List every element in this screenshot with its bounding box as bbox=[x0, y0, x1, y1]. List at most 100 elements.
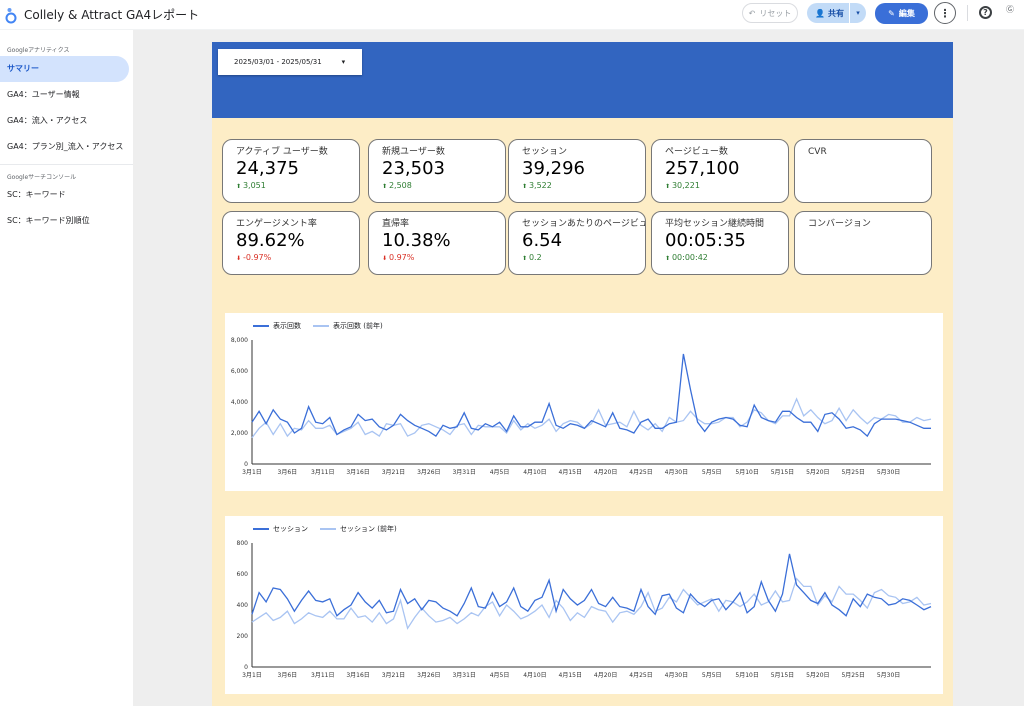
x-tick-label: 5月10日 bbox=[735, 672, 758, 679]
y-tick-label: 200 bbox=[237, 633, 249, 640]
date-range-control[interactable]: 2025/03/01 - 2025/05/31 ▾ bbox=[218, 49, 362, 75]
kpi-value: 89.62% bbox=[236, 230, 305, 251]
edit-button[interactable]: ✎ 編集 bbox=[875, 3, 928, 24]
arrow-up-icon: ⬆ bbox=[522, 255, 529, 262]
sidebar-item-summary[interactable]: サマリー bbox=[0, 56, 129, 82]
x-tick-label: 5月25日 bbox=[841, 672, 864, 679]
kpi-card[interactable]: セッションあたりのページビュー数6.54⬆ 0.2 bbox=[508, 211, 646, 275]
series-line-current[interactable] bbox=[251, 553, 932, 617]
kpi-card[interactable]: エンゲージメント率 89.62% ⬇ -0.97% bbox=[222, 211, 360, 275]
x-tick-label: 3月16日 bbox=[346, 469, 369, 476]
kpi-value: 257,100 bbox=[665, 158, 740, 179]
x-tick-label: 5月15日 bbox=[771, 672, 794, 679]
kpi-delta-value: 312 bbox=[815, 274, 830, 275]
kpi-value: 39,296 bbox=[522, 158, 585, 179]
sidebar-item-keywords[interactable]: SC：キーワード bbox=[7, 190, 66, 199]
report-page: 2025/03/01 - 2025/05/31 ▾ アクティブ ユーザー数 24,… bbox=[212, 42, 953, 706]
y-tick-label: 600 bbox=[237, 571, 249, 578]
x-tick-label: 4月20日 bbox=[594, 672, 617, 679]
kpi-label: ページビュー数 bbox=[665, 147, 728, 157]
kpi-card[interactable]: 新規ユーザー数 23,503 ⬆ 2,508 bbox=[368, 139, 506, 203]
sidebar-item-keyword-rank[interactable]: SC：キーワード別順位 bbox=[7, 216, 90, 225]
x-tick-label: 4月5日 bbox=[490, 672, 510, 679]
y-tick-label: 0 bbox=[244, 461, 248, 468]
legend-item[interactable]: 表示回数 bbox=[253, 321, 301, 331]
sidebar-item-user-info[interactable]: GA4：ユーザー情報 bbox=[7, 90, 80, 99]
kpi-card[interactable]: コンバージョン ⬆ 312 bbox=[794, 211, 932, 275]
kpi-value: 24,375 bbox=[236, 158, 299, 179]
y-tick-label: 2,000 bbox=[231, 430, 248, 437]
arrow-up-icon: ⬆ bbox=[665, 255, 672, 262]
kpi-value: 23,503 bbox=[382, 158, 445, 179]
kpi-label: 平均セッション継続時間 bbox=[665, 219, 765, 229]
arrow-up-icon: ⬆ bbox=[382, 183, 389, 190]
profile-icon[interactable]: Ⓖ bbox=[1006, 5, 1014, 14]
kpi-card[interactable]: CVR ⬆ 0.68% bbox=[794, 139, 932, 203]
looker-studio-logo-icon bbox=[5, 8, 17, 24]
x-tick-label: 4月30日 bbox=[665, 672, 688, 679]
reset-button-label: リセット bbox=[759, 8, 792, 18]
y-tick-label: 800 bbox=[237, 540, 249, 547]
series-line-current[interactable] bbox=[251, 353, 931, 438]
x-tick-label: 3月6日 bbox=[278, 672, 298, 679]
x-tick-label: 5月5日 bbox=[702, 469, 722, 476]
x-tick-label: 3月16日 bbox=[346, 672, 369, 679]
x-tick-label: 3月11日 bbox=[311, 672, 334, 679]
arrow-down-icon: ⬇ bbox=[236, 255, 243, 262]
kpi-value: 6.54 bbox=[522, 230, 563, 251]
sidebar: Googleアナリティクス サマリー GA4：ユーザー情報 GA4：流入・アクセ… bbox=[0, 30, 133, 706]
header-band: 2025/03/01 - 2025/05/31 ▾ bbox=[212, 42, 953, 118]
x-tick-label: 3月26日 bbox=[417, 469, 440, 476]
kpi-label: アクティブ ユーザー数 bbox=[236, 147, 328, 157]
legend-item[interactable]: 表示回数 (前年) bbox=[313, 321, 383, 331]
x-tick-label: 5月30日 bbox=[877, 469, 900, 476]
x-tick-label: 5月20日 bbox=[806, 672, 829, 679]
x-tick-label: 4月10日 bbox=[523, 672, 546, 679]
share-dropdown-chevron-icon[interactable]: ▾ bbox=[856, 9, 860, 17]
report-title[interactable]: Collely & Attract GA4レポート bbox=[24, 8, 200, 22]
kpi-delta: ⬆ 312 bbox=[808, 273, 931, 275]
x-tick-label: 4月15日 bbox=[559, 469, 582, 476]
x-tick-label: 3月1日 bbox=[242, 469, 262, 476]
kpi-delta: ⬆ 0.68% bbox=[808, 201, 931, 202]
kpi-card[interactable]: 平均セッション継続時間 00:05:35 ⬆ 00:00:42 bbox=[651, 211, 789, 275]
x-tick-label: 5月15日 bbox=[771, 469, 794, 476]
x-tick-label: 3月11日 bbox=[311, 469, 334, 476]
help-icon[interactable]: ? bbox=[979, 6, 992, 19]
series-line-previous[interactable] bbox=[251, 577, 932, 630]
sidebar-item-plan-traffic[interactable]: GA4：プラン別_流入・アクセス bbox=[7, 142, 124, 151]
sessions-chart[interactable]: セッション セッション (前年) 0 200 400 600 800 3月1日 3月6日 3月… bbox=[225, 516, 943, 694]
series-line-previous[interactable] bbox=[251, 397, 932, 439]
kpi-value: 10.38% bbox=[382, 230, 451, 251]
reset-button[interactable]: ↶ リセット bbox=[742, 3, 798, 23]
x-tick-label: 5月5日 bbox=[702, 672, 722, 679]
kpi-delta-value: -0.97% bbox=[242, 253, 272, 262]
more-options-icon[interactable]: ⋮ bbox=[934, 2, 956, 24]
kpi-card[interactable]: セッション 39,296 ⬆ 3,522 bbox=[508, 139, 646, 203]
kpi-delta-value: 30,221 bbox=[671, 181, 700, 190]
kpi-delta-value: 3,051 bbox=[242, 181, 266, 190]
arrow-up-icon: ⬆ bbox=[522, 183, 529, 190]
x-tick-label: 3月31日 bbox=[452, 672, 475, 679]
kpi-value bbox=[808, 251, 931, 273]
legend-item[interactable]: セッション bbox=[253, 524, 308, 534]
kpi-label: 直帰率 bbox=[382, 219, 410, 229]
impressions-chart[interactable]: 表示回数 表示回数 (前年) 0 2,000 4,000 6,000 8,000 3月1日… bbox=[225, 313, 943, 491]
kpi-delta: ⬇ -0.97% bbox=[236, 252, 359, 265]
kpi-label: 新規ユーザー数 bbox=[382, 147, 445, 157]
share-button[interactable]: 👤 共有 bbox=[807, 3, 850, 23]
kpi-label: セッション bbox=[522, 147, 568, 157]
y-tick-label: 400 bbox=[237, 602, 249, 609]
legend-item[interactable]: セッション (前年) bbox=[320, 524, 397, 534]
kpi-delta: ⬆ 30,221 bbox=[665, 180, 788, 193]
sidebar-item-traffic[interactable]: GA4：流入・アクセス bbox=[7, 116, 88, 125]
kpi-delta-value: 00:00:42 bbox=[671, 253, 708, 262]
kpi-card[interactable]: ページビュー数 257,100 ⬆ 30,221 bbox=[651, 139, 789, 203]
kpi-label: セッションあたりのページビュー数 bbox=[522, 219, 645, 229]
x-tick-label: 5月25日 bbox=[841, 469, 864, 476]
share-button-group[interactable]: 👤 共有 ▾ bbox=[807, 3, 866, 23]
kpi-card[interactable]: アクティブ ユーザー数 24,375 ⬆ 3,051 bbox=[222, 139, 360, 203]
kpi-card[interactable]: 直帰率 10.38% ⬇ 0.97% bbox=[368, 211, 506, 275]
x-tick-label: 4月10日 bbox=[523, 469, 546, 476]
kpi-delta: ⬆ 0.2 bbox=[522, 252, 645, 265]
